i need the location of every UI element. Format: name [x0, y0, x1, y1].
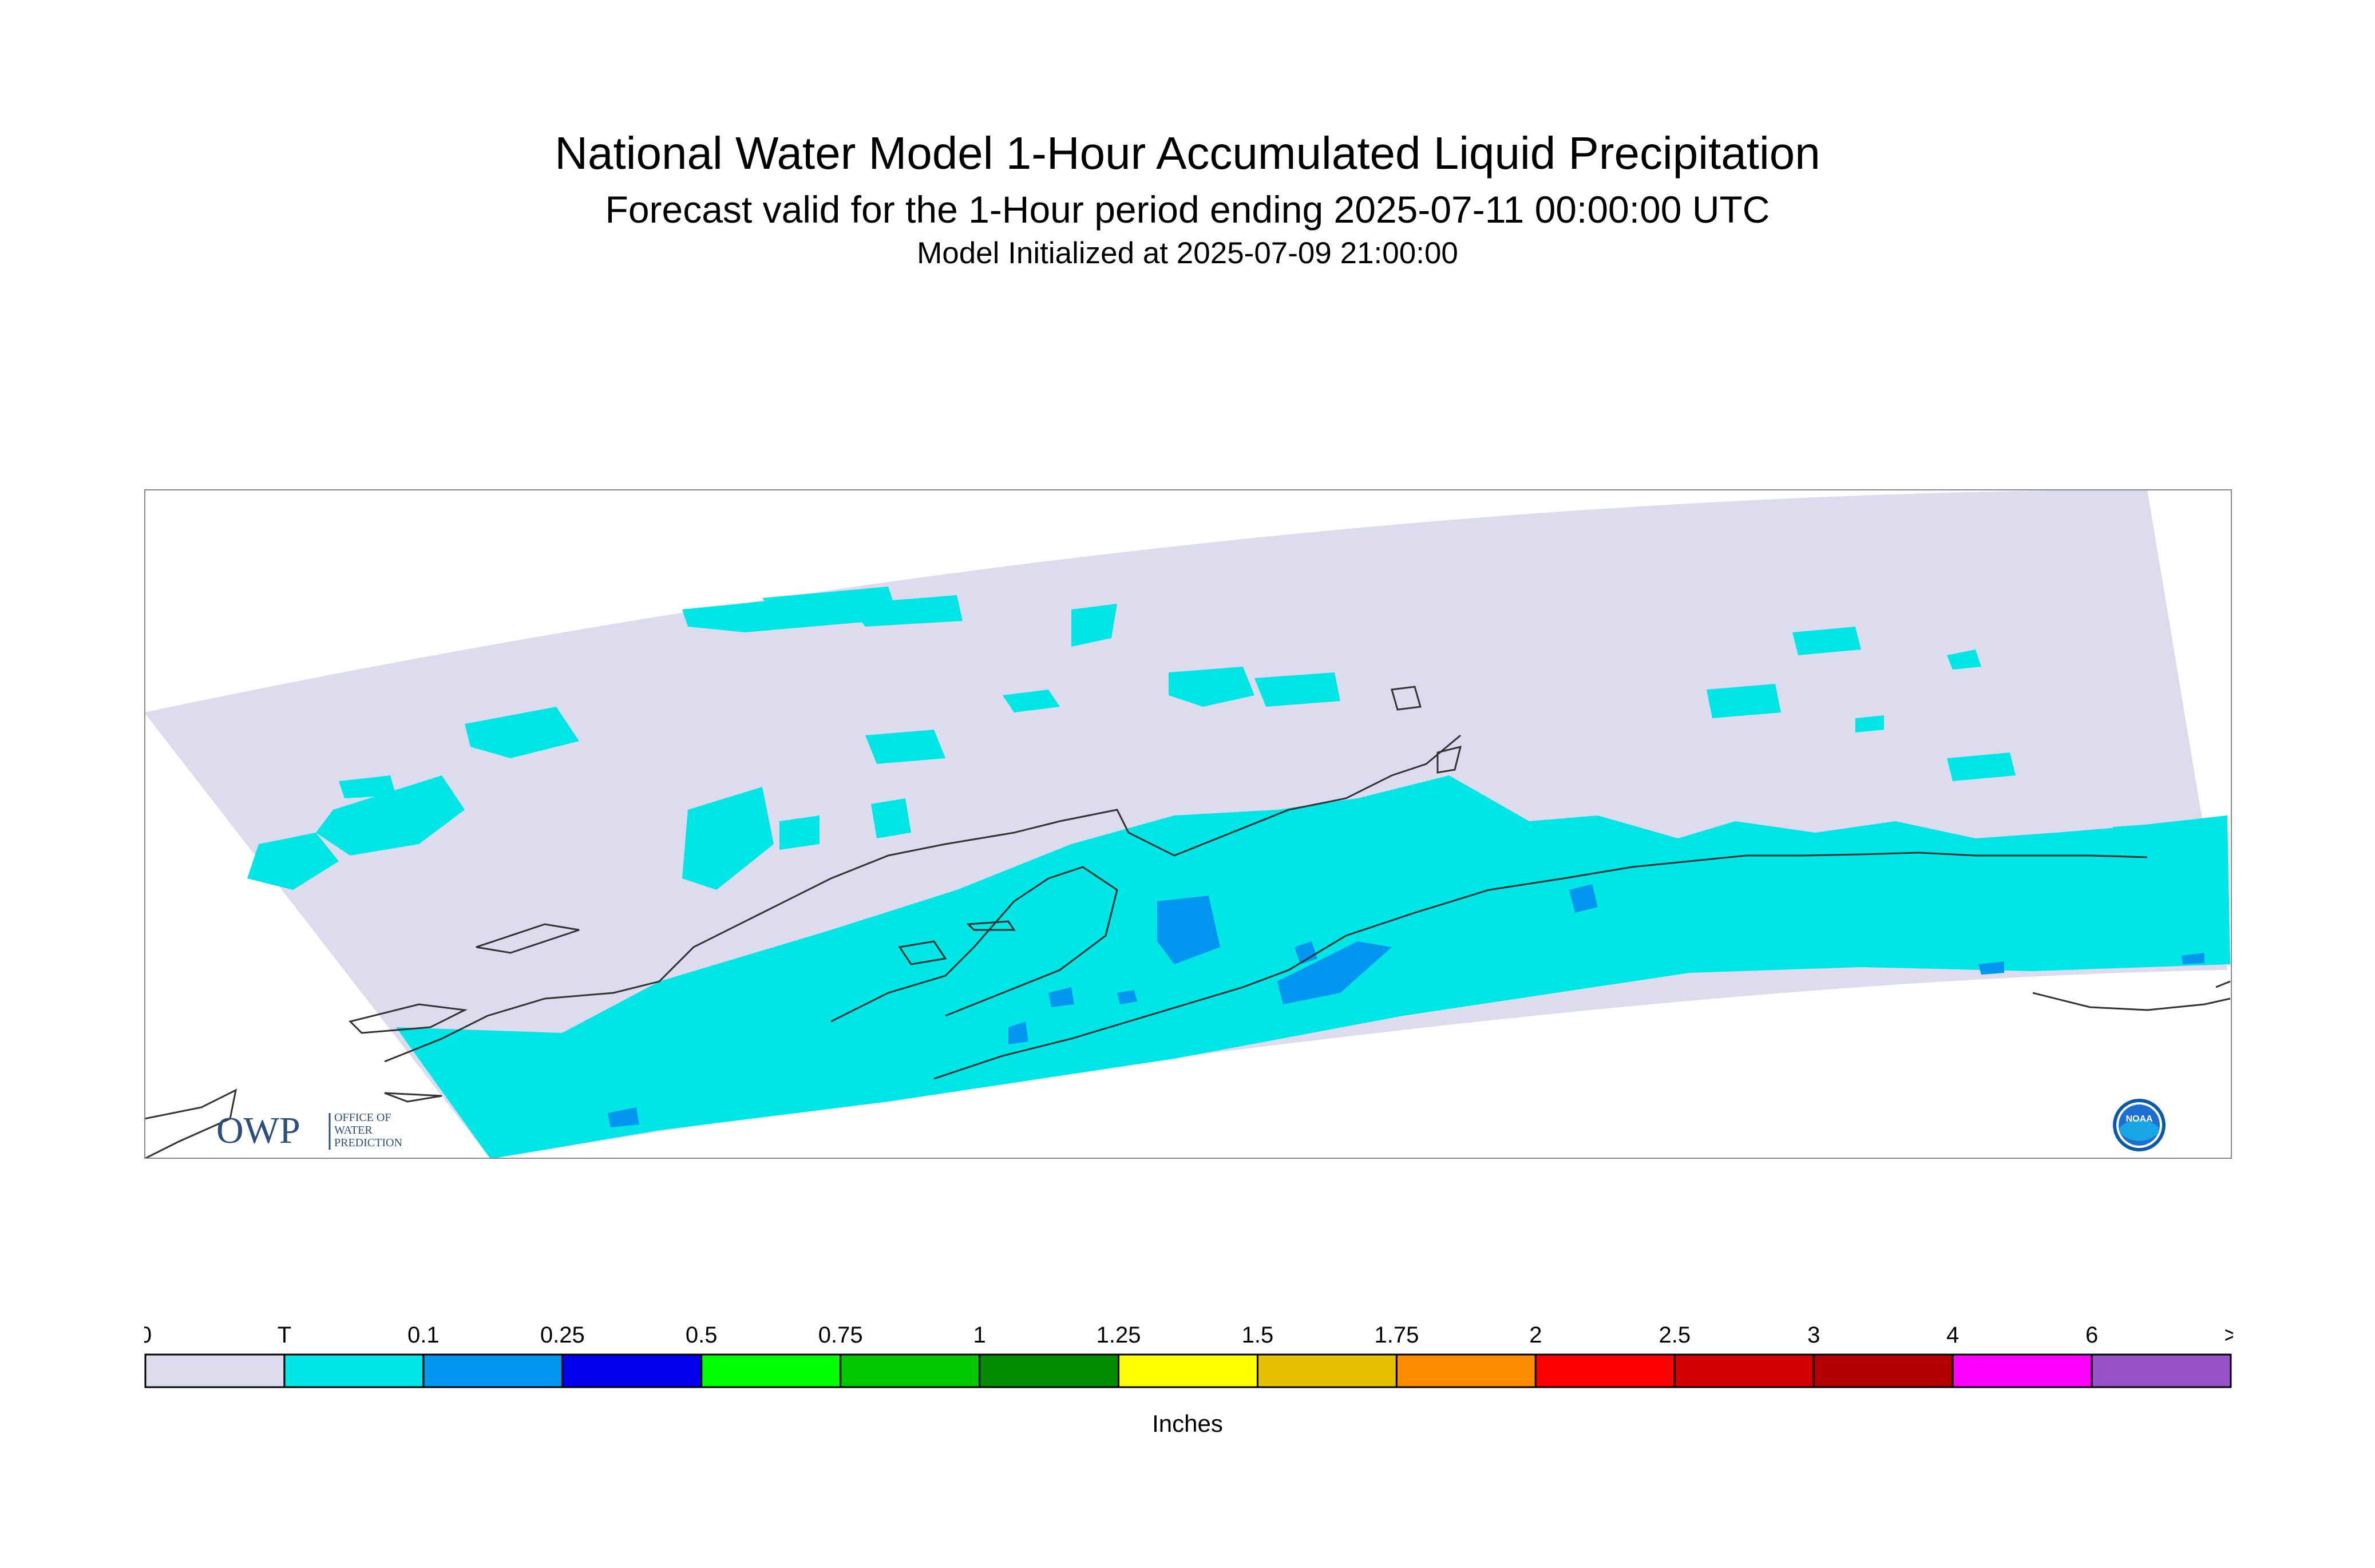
- colorbar-label-6: 1: [973, 1322, 985, 1348]
- coastline-east-border: [2215, 980, 2231, 988]
- precip-cell-1: [1157, 896, 1220, 964]
- colorbar-swatches: [144, 1353, 2232, 1388]
- colorbar: 0 T 0.1 0.25 0.5 0.75 1 1.25 1.5 1.75 2 2.5 3 4 6 >: [144, 1322, 2233, 1388]
- colorbar-label-12: 3: [1807, 1322, 1820, 1348]
- colorbar-swatch-7: [1118, 1353, 1258, 1388]
- precip-cell-9: [1978, 961, 2004, 975]
- chart-subtitle: Forecast valid for the 1-Hour period end…: [605, 188, 1770, 231]
- precip-area-north-3: [1169, 667, 1254, 707]
- colorbar-label-7: 1.25: [1097, 1322, 1141, 1348]
- colorbar-label-10: 2: [1529, 1322, 1542, 1348]
- precip-area-central-1: [682, 787, 774, 890]
- colorbar-swatch-9: [1395, 1353, 1537, 1388]
- coastline-se: [2032, 992, 2231, 1011]
- precip-cell-8: [608, 1107, 639, 1127]
- colorbar-swatch-5: [840, 1353, 981, 1388]
- precip-cell-4: [1569, 884, 1598, 913]
- colorbar-label-3: 0.25: [540, 1322, 585, 1348]
- precip-area-ne-5: [1947, 753, 2016, 781]
- coastline-st-lawrence: [476, 923, 580, 954]
- coastline-iliamna: [898, 940, 947, 965]
- precip-area-ne-4: [1855, 715, 1884, 732]
- coastline-peninsula: [830, 866, 1118, 1023]
- colorbar-swatch-12: [1812, 1353, 1954, 1388]
- precip-area-west-1: [247, 833, 339, 890]
- owp-logo-mark: OWP: [216, 1110, 300, 1151]
- noaa-logo: NOAA: [2113, 1099, 2166, 1151]
- coastlines: [144, 686, 2231, 1159]
- precip-area-north-4: [1003, 690, 1060, 712]
- owp-logo-line-1: OFFICE OF: [334, 1111, 391, 1124]
- light-precip-areas: [608, 884, 2204, 1127]
- colorbar-swatch-14: [2091, 1353, 2232, 1388]
- coastline-sw-corner: [144, 1088, 238, 1159]
- precip-area-ne-3: [1707, 684, 1781, 718]
- owp-logo-line-3: PREDICTION: [334, 1137, 402, 1149]
- precip-cell-2: [1277, 941, 1392, 1004]
- colorbar-label-0: 0: [144, 1322, 152, 1348]
- colorbar-swatch-8: [1256, 1353, 1398, 1388]
- colorbar-swatch-4: [700, 1353, 842, 1388]
- precip-area-west-2: [316, 775, 465, 856]
- coastline-lake: [966, 920, 1016, 931]
- precip-area-central-2: [871, 798, 911, 838]
- coastline-arctic-2: [1436, 745, 1462, 774]
- coastline-mainland: [384, 734, 1461, 1063]
- noaa-logo-wave: [2120, 1119, 2159, 1141]
- coastline-west-island: [349, 1003, 468, 1034]
- colorbar-label-9: 1.75: [1374, 1322, 1419, 1348]
- colorbar-units: Inches: [1152, 1410, 1223, 1437]
- coastline-kenai: [933, 852, 2148, 1080]
- colorbar-swatch-3: [561, 1353, 703, 1388]
- precip-cell-3: [1295, 941, 1317, 964]
- precip-area-west-4: [339, 775, 396, 798]
- colorbar-label-11: 2.5: [1658, 1322, 1691, 1348]
- colorbar-swatch-0: [144, 1353, 286, 1388]
- noaa-logo-text: NOAA: [2125, 1114, 2153, 1124]
- precip-cell-10: [2182, 953, 2204, 964]
- colorbar-label-2: 0.1: [407, 1322, 440, 1348]
- model-init-time: Model Initialized at 2025-07-09 21:00:00: [917, 236, 1458, 270]
- precip-cell-5: [1008, 1021, 1028, 1044]
- colorbar-swatch-1: [283, 1353, 425, 1388]
- precip-area-ne-1: [1792, 627, 1861, 655]
- colorbar-label-15: >: [2224, 1322, 2233, 1348]
- precip-area-north-5: [865, 730, 945, 764]
- owp-logo: OWP OFFICE OF WATER PREDICTION: [216, 1110, 402, 1151]
- colorbar-label-1: T: [278, 1322, 291, 1348]
- colorbar-label-13: 4: [1946, 1322, 1959, 1348]
- coastline-arctic-1: [1391, 686, 1422, 711]
- precip-cell-7: [1117, 990, 1137, 1004]
- colorbar-label-5: 0.75: [818, 1322, 863, 1348]
- colorbar-swatch-11: [1673, 1353, 1815, 1388]
- precip-area-ne-2: [1947, 650, 1981, 670]
- colorbar-label-14: 6: [2085, 1322, 2098, 1348]
- precip-area-central-3: [779, 815, 820, 850]
- precip-area-ne-6: [2113, 824, 2153, 841]
- map-frame: [144, 489, 2232, 1159]
- colorbar-swatch-2: [422, 1353, 564, 1388]
- colorbar-label-8: 1.5: [1242, 1322, 1274, 1348]
- colorbar-swatch-6: [979, 1353, 1120, 1388]
- chart-title: National Water Model 1-Hour Accumulated …: [555, 128, 1820, 179]
- colorbar-swatch-13: [1952, 1353, 2093, 1388]
- precipitation-map: [144, 489, 2232, 1159]
- precip-cell-6: [1048, 987, 1074, 1007]
- coastline-nunivak: [384, 1092, 442, 1103]
- colorbar-label-4: 0.5: [686, 1322, 718, 1348]
- precip-area-west-3: [465, 707, 579, 758]
- precip-area-north-6: [1254, 672, 1340, 707]
- colorbar-swatch-10: [1534, 1353, 1676, 1388]
- precip-area-north-1: [848, 595, 963, 627]
- colorbar-tick-labels: 0 T 0.1 0.25 0.5 0.75 1 1.25 1.5 1.75 2 2.5 3 4 6 >: [144, 1322, 2233, 1348]
- precip-area-north-2: [1071, 604, 1117, 647]
- owp-logo-line-2: WATER: [334, 1124, 373, 1137]
